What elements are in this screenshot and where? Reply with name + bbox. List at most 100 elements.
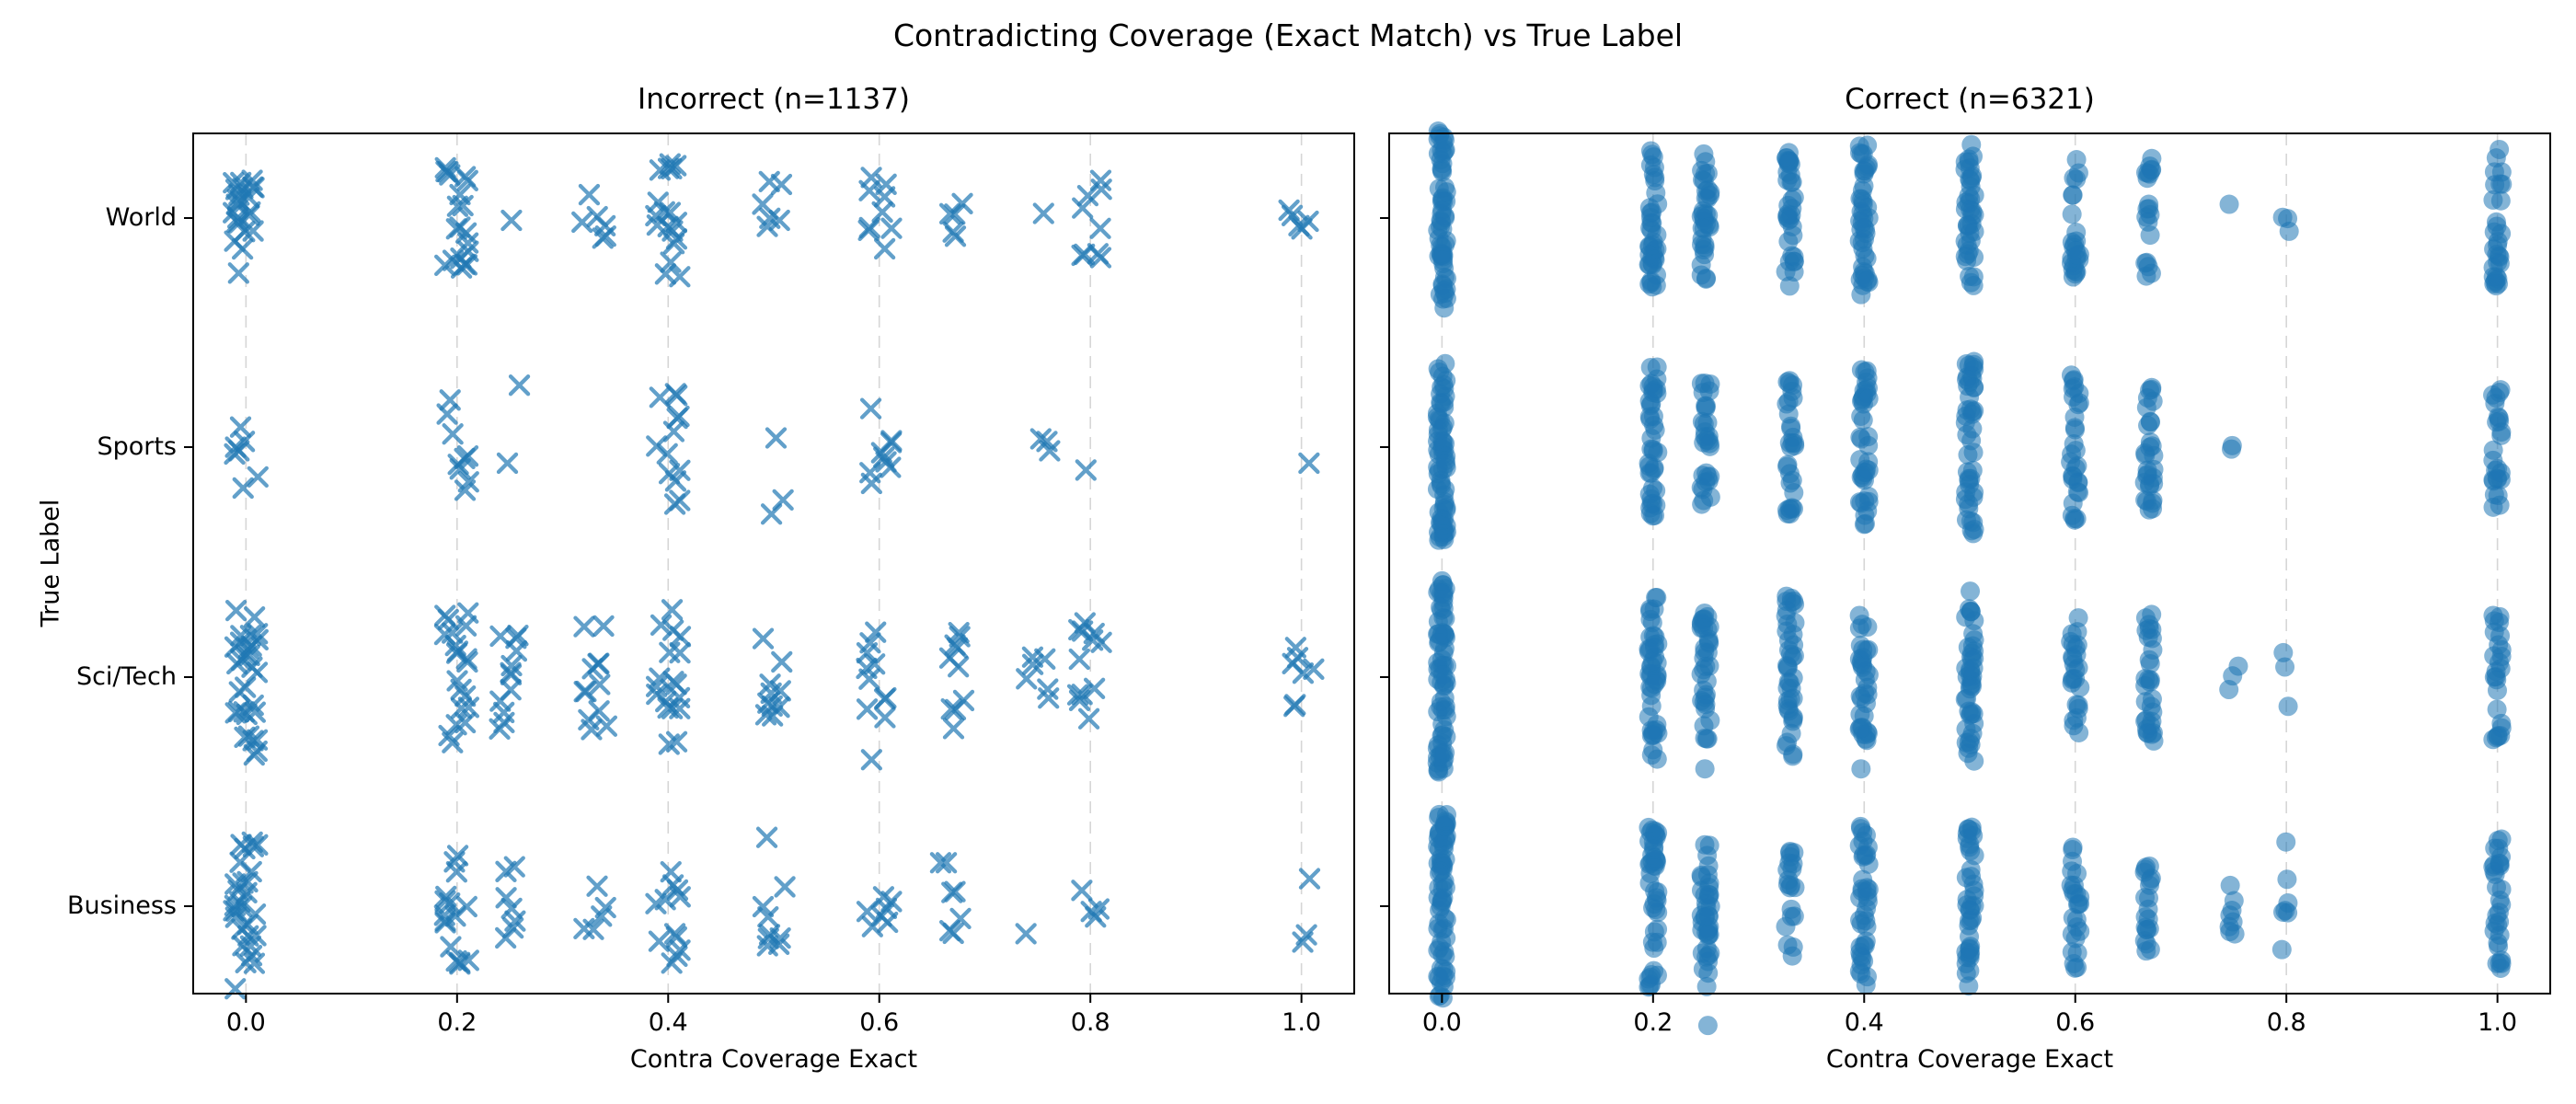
data-point-circle: [1776, 736, 1796, 756]
x-tick-label: 0.2: [1633, 1008, 1673, 1037]
data-point-x: [227, 262, 249, 284]
data-point-circle: [1639, 463, 1660, 483]
data-point-circle: [1641, 720, 1662, 741]
data-point-x: [240, 635, 262, 657]
data-point-x: [230, 650, 253, 672]
data-point-x: [1082, 629, 1104, 651]
data-point-circle: [2068, 472, 2088, 492]
data-point-x: [454, 711, 477, 734]
data-point-circle: [1964, 351, 1984, 372]
data-point-x: [500, 679, 522, 701]
data-point-x: [665, 228, 688, 250]
data-point-circle: [1647, 749, 1667, 769]
data-point-x: [592, 227, 614, 249]
data-point-circle: [2483, 267, 2503, 287]
data-point-x: [757, 692, 779, 714]
data-point-circle: [2064, 510, 2085, 530]
data-point-x: [856, 641, 879, 664]
data-point-x: [1083, 677, 1106, 699]
data-point-circle: [1696, 672, 1717, 692]
data-point-x: [446, 845, 469, 867]
data-point-x: [224, 443, 246, 466]
data-point-circle: [2484, 646, 2504, 666]
data-point-x: [571, 211, 593, 234]
data-point-circle: [2223, 666, 2243, 686]
data-point-circle: [1964, 641, 1984, 661]
data-point-x: [1071, 684, 1093, 706]
data-point-circle: [1700, 710, 1720, 730]
data-point-x: [650, 614, 673, 637]
data-point-x: [444, 905, 466, 927]
y-tick-label: Sci/Tech: [75, 662, 177, 691]
data-point-circle: [1961, 704, 1982, 724]
data-point-circle: [1853, 191, 1873, 212]
data-point-circle: [2490, 890, 2510, 910]
data-point-circle: [1429, 228, 1449, 248]
data-point-circle: [1434, 941, 1455, 961]
data-point-circle: [1432, 665, 1453, 685]
x-tick-label: 0.6: [2055, 1008, 2096, 1037]
data-point-circle: [2062, 942, 2082, 962]
y-tick-label: Business: [66, 891, 177, 920]
data-point-circle: [2484, 239, 2504, 259]
data-point-x: [456, 169, 478, 191]
data-point-x: [232, 178, 254, 200]
data-point-circle: [1696, 396, 1717, 416]
data-point-x: [442, 423, 464, 445]
data-point-circle: [2487, 680, 2507, 700]
data-point-circle: [1858, 388, 1879, 408]
data-point-x: [1090, 178, 1112, 201]
data-point-x: [660, 251, 682, 273]
data-point-circle: [2067, 864, 2087, 884]
data-point-x: [1087, 898, 1110, 920]
data-point-circle: [1428, 129, 1448, 149]
data-point-circle: [1643, 383, 1663, 403]
data-point-circle: [1428, 702, 1448, 722]
data-point-x: [757, 905, 779, 928]
data-point-x: [755, 826, 778, 848]
data-point-circle: [2064, 433, 2084, 454]
data-point-circle: [2068, 163, 2088, 183]
data-point-circle: [1639, 407, 1660, 427]
data-point-circle: [2139, 500, 2159, 520]
data-point-x: [646, 435, 668, 457]
data-point-circle: [1849, 136, 1869, 156]
data-point-circle: [1428, 624, 1448, 644]
data-point-circle: [1777, 621, 1797, 641]
x-tick-label: 0.0: [225, 1008, 266, 1037]
data-point-circle: [2488, 486, 2508, 506]
data-point-circle: [1778, 672, 1799, 692]
data-point-x: [439, 389, 461, 411]
x-tick-label: 0.8: [1070, 1008, 1110, 1037]
data-point-x: [582, 918, 604, 940]
data-point-x: [952, 689, 975, 712]
data-point-x: [1077, 707, 1100, 730]
data-point-x: [859, 397, 882, 420]
data-point-circle: [1648, 919, 1668, 939]
data-point-circle: [2068, 608, 2088, 628]
data-point-circle: [1647, 587, 1667, 607]
data-point-x: [237, 725, 260, 747]
data-point-circle: [1783, 432, 1803, 453]
data-point-circle: [1436, 279, 1456, 299]
data-point-x: [442, 731, 464, 753]
axes-spines: [1388, 132, 2551, 995]
data-point-x: [1288, 214, 1310, 236]
data-point-circle: [1691, 618, 1711, 638]
data-point-circle: [2278, 209, 2298, 229]
data-point-x: [768, 696, 790, 719]
y-tick-label: World: [105, 203, 177, 232]
data-point-x: [232, 477, 254, 500]
data-point-circle: [2138, 257, 2158, 277]
data-point-circle: [1782, 246, 1802, 266]
data-point-x: [449, 458, 471, 480]
data-point-circle: [2490, 190, 2511, 211]
data-point-circle: [1641, 974, 1662, 995]
data-point-circle: [1962, 404, 1983, 424]
data-point-x: [1016, 668, 1038, 690]
data-point-x: [860, 472, 883, 495]
data-point-x: [752, 895, 775, 918]
x-tick-label: 1.0: [2478, 1008, 2518, 1037]
data-point-circle: [1779, 853, 1800, 873]
